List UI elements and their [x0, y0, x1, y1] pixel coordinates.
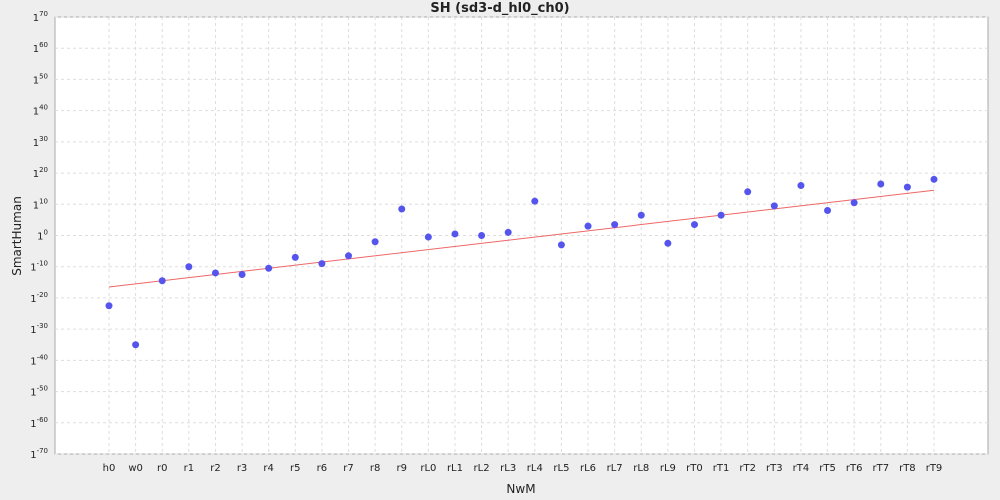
data-point: [398, 205, 406, 213]
data-point: [531, 197, 539, 205]
data-point: [371, 238, 379, 246]
y-tick-label: 170: [33, 10, 48, 24]
x-tick-label: rL7: [607, 463, 623, 474]
x-tick-label: r1: [184, 463, 194, 474]
x-tick-label: rL4: [527, 463, 543, 474]
y-tick-label: 110: [33, 197, 48, 211]
data-point: [903, 183, 911, 191]
y-tick-label: 1-40: [30, 353, 48, 367]
plot-area: [54, 16, 989, 455]
data-point: [557, 241, 565, 249]
y-tick-label: 140: [33, 104, 48, 118]
data-point: [850, 199, 858, 207]
y-tick-labels: 1-70 1-60 1-50 1-40 1-30 1-20 1-10 10 110 120 130 1…: [30, 10, 48, 461]
y-tick-label: 1-20: [30, 291, 48, 305]
data-point: [291, 253, 299, 261]
data-point: [930, 175, 938, 183]
data-point: [211, 269, 219, 277]
x-tick-label: rT2: [739, 463, 756, 474]
data-point: [770, 202, 778, 210]
x-tick-label: r6: [317, 463, 327, 474]
data-point: [797, 182, 805, 190]
x-tick-label: rT6: [846, 463, 863, 474]
data-point: [132, 341, 140, 349]
x-tick-label: r5: [290, 463, 300, 474]
y-tick-label: 130: [33, 135, 48, 149]
data-points: [105, 175, 938, 349]
y-tick-label: 160: [33, 41, 48, 55]
data-point: [664, 239, 672, 247]
x-tick-label: rL5: [553, 463, 569, 474]
trendline-group: [108, 189, 935, 288]
x-tick-label: r4: [263, 463, 273, 474]
data-point: [318, 260, 326, 268]
x-tick-label: rL3: [500, 463, 516, 474]
x-tick-label: h0: [103, 463, 116, 474]
data-point: [611, 221, 619, 229]
x-tick-label: r3: [237, 463, 247, 474]
data-point: [265, 264, 273, 272]
x-tick-labels: h0 w0 r0 r1 r2 r3 r4 r5 r6 r7 r8 r9 rL0 rL1 rL2 rL3 rL4 r…: [103, 463, 943, 474]
data-point: [824, 207, 832, 215]
y-tick-label: 1-10: [30, 260, 48, 274]
chart-title: SH (sd3-d_hl0_ch0): [430, 1, 569, 16]
data-point: [504, 228, 512, 236]
y-tick-label: 1-70: [30, 447, 48, 461]
y-tick-label: 1-30: [30, 322, 48, 336]
y-tick-label: 150: [33, 72, 48, 86]
x-tick-label: rT9: [926, 463, 943, 474]
data-point: [877, 180, 885, 188]
x-tick-label: rT3: [766, 463, 783, 474]
x-tick-label: rL1: [447, 463, 463, 474]
x-tick-label: rL9: [660, 463, 676, 474]
x-tick-label: w0: [128, 463, 143, 474]
x-tick-label: rT1: [713, 463, 730, 474]
y-tick-label: 10: [37, 229, 48, 243]
x-tick-label: rT0: [686, 463, 703, 474]
data-point: [158, 277, 166, 285]
x-tick-label: rT4: [793, 463, 810, 474]
data-point: [584, 222, 592, 230]
x-tick-label: rL6: [580, 463, 596, 474]
y-axis-label: SmartHuman: [10, 196, 24, 276]
x-tick-label: r7: [343, 463, 353, 474]
data-point: [744, 188, 752, 196]
x-tick-label: r8: [370, 463, 380, 474]
x-axis-label: NwM: [506, 482, 535, 496]
x-tick-label: rT7: [872, 463, 889, 474]
data-point: [238, 271, 246, 279]
data-point: [451, 230, 459, 238]
x-tick-label: rL8: [633, 463, 649, 474]
x-tick-label: rT5: [819, 463, 836, 474]
data-point: [690, 221, 698, 229]
data-point: [637, 211, 645, 219]
data-point: [478, 232, 486, 239]
y-tick-label: 1-60: [30, 416, 48, 430]
trendline: [108, 189, 935, 288]
x-tick-label: r0: [157, 463, 167, 474]
data-point: [424, 233, 432, 241]
data-point: [345, 252, 353, 260]
data-point: [717, 211, 725, 219]
data-point: [105, 302, 113, 310]
x-tick-label: rL2: [474, 463, 490, 474]
x-tick-label: rL0: [420, 463, 436, 474]
data-point: [185, 263, 193, 271]
y-tick-label: 1-50: [30, 385, 48, 399]
x-tick-label: r2: [210, 463, 220, 474]
x-tick-label: r9: [396, 463, 406, 474]
x-tick-label: rT8: [899, 463, 916, 474]
y-tick-label: 120: [33, 166, 48, 180]
